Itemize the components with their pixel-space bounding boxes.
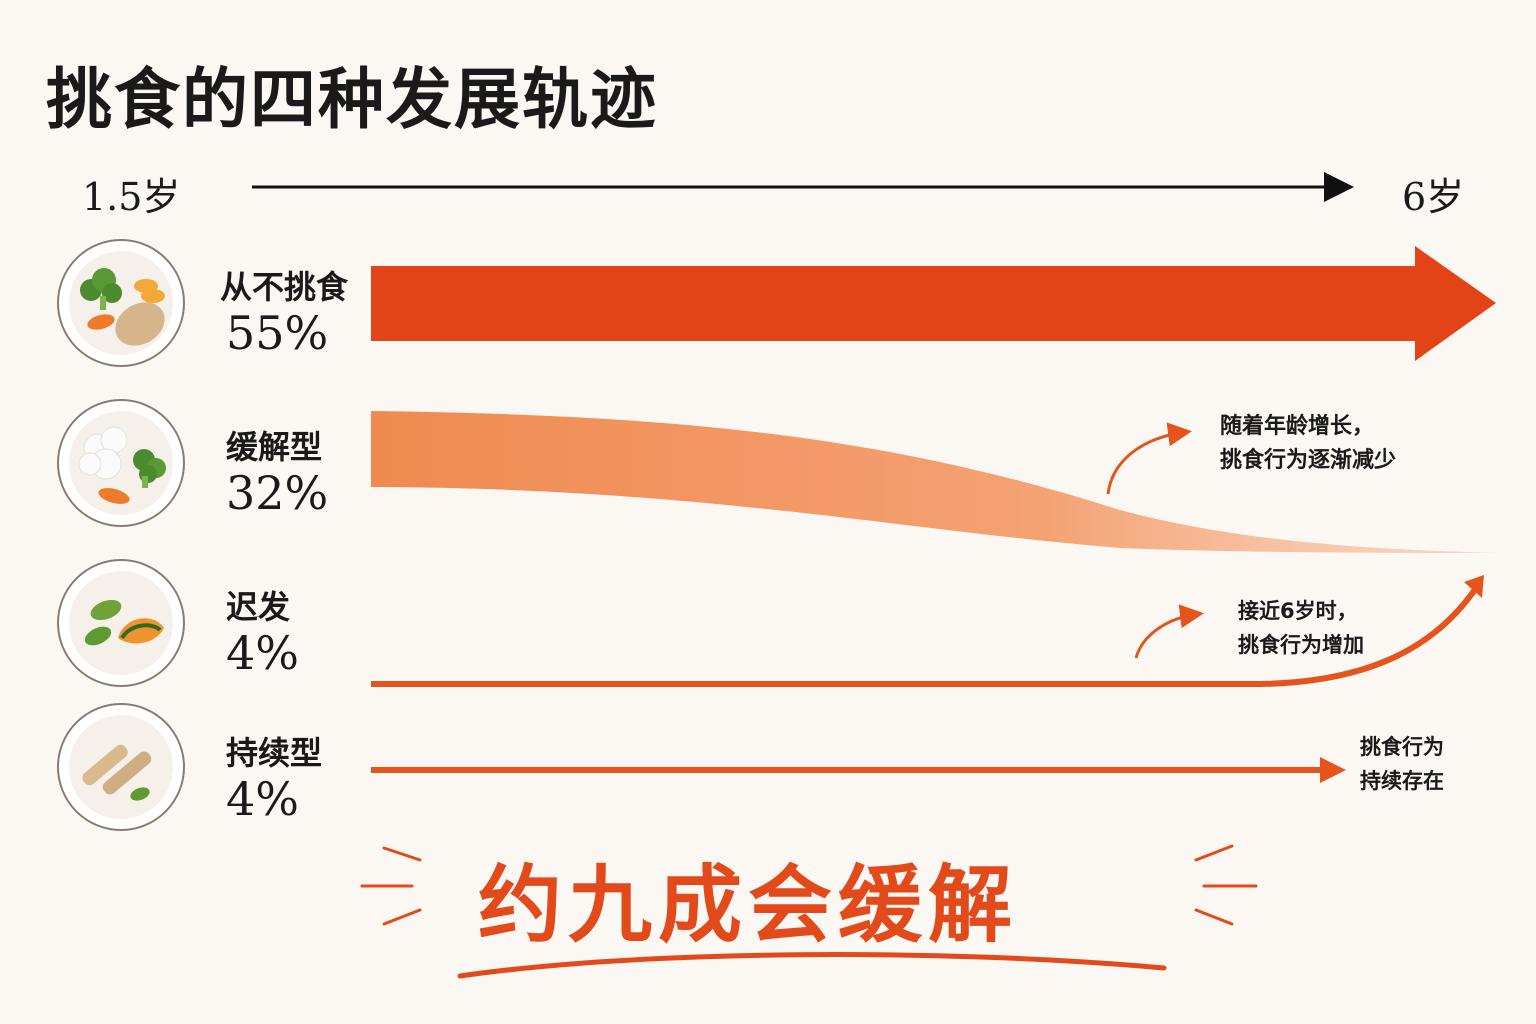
note-persistent-line1: 挑食行为 [1360,735,1444,759]
row-percent-late-onset: 4% [226,626,299,680]
note-late-onset-line2: 挑食行为增加 [1238,633,1364,657]
row-percent-persistent: 4% [226,772,299,826]
timeline-end-label: 6岁 [1402,175,1465,219]
remission-band [371,411,1496,553]
note-persistent: 挑食行为 持续存在 [1360,730,1444,798]
row-label-never-picky: 从不挑食 [220,268,349,306]
plate-broccoli-carrot-potato-icon [57,239,185,367]
note-remission-line1: 随着年龄增长， [1220,414,1375,439]
note-remission: 随着年龄增长， 挑食行为逐渐减少 [1220,410,1396,478]
plate-rice-broccoli-carrot-icon [57,399,185,527]
row-percent-never-picky: 55% [226,306,329,360]
slogan-underline [457,952,1167,979]
persistent-arrowhead [1320,757,1346,783]
page-title: 挑食的四种发展轨迹 [46,61,658,138]
row-percent-remission: 32% [226,466,329,520]
plate-breadsticks-peas-icon [57,703,185,831]
row-label-persistent: 持续型 [226,734,323,772]
slogan-sparkle-left [360,846,422,926]
late-onset-arrowhead [1464,575,1484,598]
plate-peas-pumpkin-icon [57,559,185,687]
remission-callout-arrow [1106,422,1192,495]
note-late-onset: 接近6岁时， 挑食行为增加 [1238,594,1364,662]
timeline-start-label: 1.5岁 [82,175,181,219]
slogan-sparkle-right [1194,844,1258,926]
late-onset-callout-arrow [1134,604,1204,659]
never-picky-arrow [371,246,1496,361]
slogan: 约九成会缓解 [478,856,1019,954]
note-late-onset-line1: 接近6岁时， [1238,599,1358,623]
row-label-late-onset: 迟发 [226,588,291,626]
note-remission-line2: 挑食行为逐渐减少 [1220,448,1397,473]
row-label-remission: 缓解型 [226,428,323,466]
note-persistent-line2: 持续存在 [1360,769,1444,793]
late-onset-line [371,586,1479,687]
